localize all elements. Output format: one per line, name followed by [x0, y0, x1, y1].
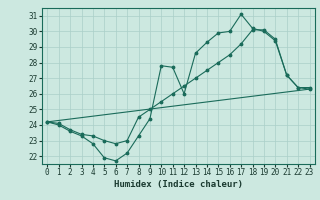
X-axis label: Humidex (Indice chaleur): Humidex (Indice chaleur): [114, 180, 243, 189]
